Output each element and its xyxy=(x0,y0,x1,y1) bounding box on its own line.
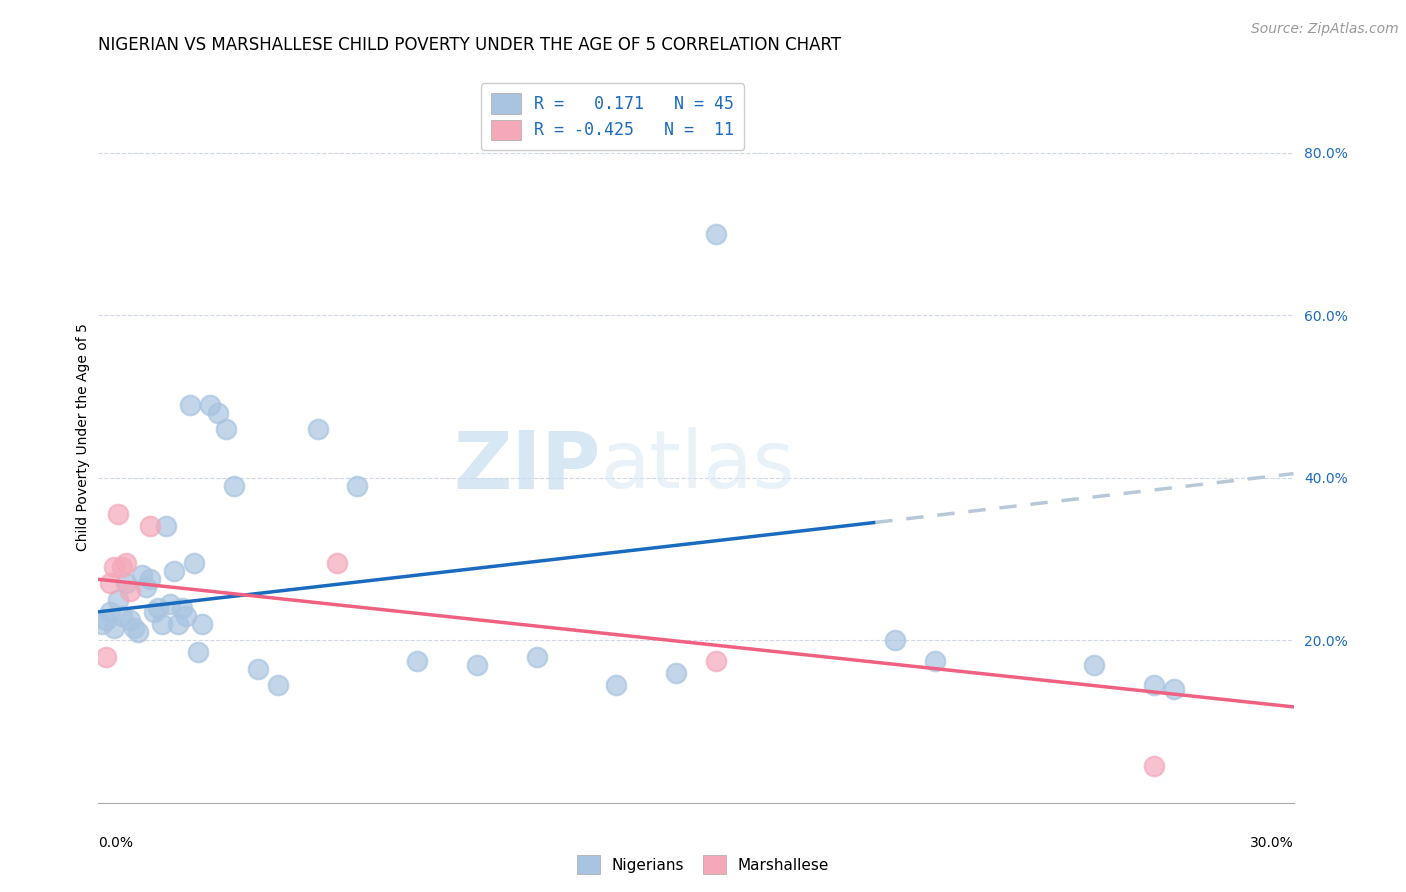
Text: 0.0%: 0.0% xyxy=(98,836,134,850)
Point xyxy=(139,519,162,533)
Point xyxy=(1143,678,1166,692)
Point xyxy=(406,654,429,668)
Point xyxy=(222,479,245,493)
Point xyxy=(465,657,488,672)
Point xyxy=(307,422,329,436)
Point xyxy=(267,678,290,692)
Point xyxy=(155,519,177,533)
Point xyxy=(1143,759,1166,773)
Legend: Nigerians, Marshallese: Nigerians, Marshallese xyxy=(571,849,835,880)
Point xyxy=(103,621,125,635)
Point xyxy=(183,556,205,570)
Point xyxy=(111,608,134,623)
Point xyxy=(167,617,190,632)
Point xyxy=(143,605,166,619)
Point xyxy=(120,613,142,627)
Point xyxy=(246,662,269,676)
Legend: R =   0.171   N = 45, R = -0.425   N =  11: R = 0.171 N = 45, R = -0.425 N = 11 xyxy=(481,83,744,150)
Point xyxy=(346,479,368,493)
Point xyxy=(107,508,129,522)
Point xyxy=(884,633,907,648)
Point xyxy=(174,608,197,623)
Point xyxy=(111,560,134,574)
Point xyxy=(207,406,229,420)
Point xyxy=(150,617,173,632)
Point xyxy=(96,649,118,664)
Point xyxy=(135,581,157,595)
Point xyxy=(91,617,114,632)
Text: atlas: atlas xyxy=(600,427,794,506)
Point xyxy=(98,605,122,619)
Point xyxy=(124,621,146,635)
Text: Source: ZipAtlas.com: Source: ZipAtlas.com xyxy=(1251,22,1399,37)
Point xyxy=(159,597,181,611)
Point xyxy=(115,576,138,591)
Point xyxy=(131,568,153,582)
Point xyxy=(191,617,214,632)
Point xyxy=(139,572,162,586)
Point xyxy=(179,398,201,412)
Point xyxy=(326,556,349,570)
Point xyxy=(115,556,138,570)
Point xyxy=(148,600,170,615)
Point xyxy=(187,645,209,659)
Point xyxy=(526,649,548,664)
Point xyxy=(127,625,149,640)
Point xyxy=(924,654,946,668)
Point xyxy=(704,654,727,668)
Text: ZIP: ZIP xyxy=(453,427,600,506)
Point xyxy=(96,613,118,627)
Point xyxy=(1083,657,1105,672)
Point xyxy=(665,665,688,680)
Point xyxy=(704,227,727,241)
Point xyxy=(1163,681,1185,696)
Point xyxy=(103,560,125,574)
Point xyxy=(107,592,129,607)
Point xyxy=(215,422,238,436)
Point xyxy=(163,564,186,578)
Point xyxy=(605,678,627,692)
Point xyxy=(198,398,221,412)
Point xyxy=(120,584,142,599)
Text: 30.0%: 30.0% xyxy=(1250,836,1294,850)
Point xyxy=(98,576,122,591)
Point xyxy=(172,600,194,615)
Y-axis label: Child Poverty Under the Age of 5: Child Poverty Under the Age of 5 xyxy=(76,323,90,551)
Text: NIGERIAN VS MARSHALLESE CHILD POVERTY UNDER THE AGE OF 5 CORRELATION CHART: NIGERIAN VS MARSHALLESE CHILD POVERTY UN… xyxy=(98,36,842,54)
